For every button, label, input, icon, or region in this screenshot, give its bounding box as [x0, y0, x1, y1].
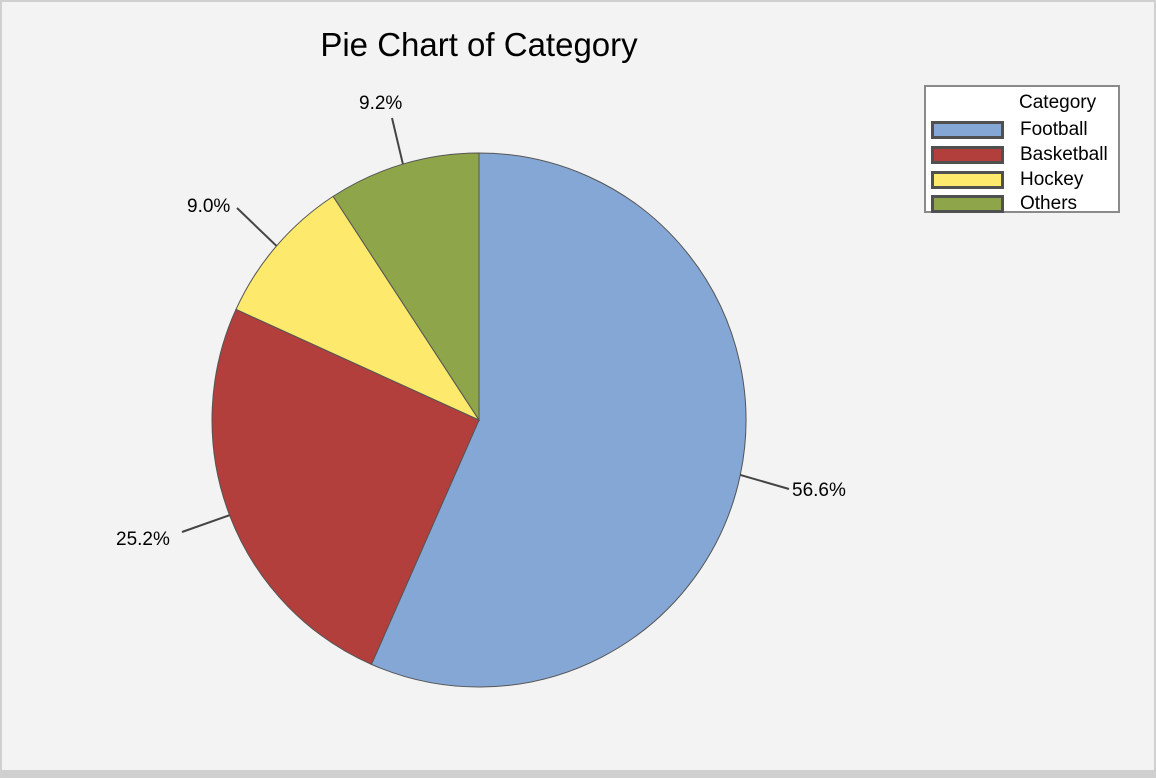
legend-label: Basketball — [1020, 144, 1108, 165]
chart-title: Pie Chart of Category — [320, 26, 638, 63]
legend-swatch — [931, 121, 1004, 139]
legend-item-football: Football — [931, 119, 1117, 140]
legend-label: Others — [1020, 193, 1078, 214]
legend-swatch — [931, 195, 1004, 213]
pie-slice-others — [332, 152, 480, 422]
legend-item-hockey: Hockey — [931, 169, 1117, 190]
leader-line — [740, 474, 790, 490]
slice-label-others: 9.2% — [359, 93, 403, 114]
legend-label: Hockey — [1020, 169, 1084, 190]
leader-line — [181, 514, 230, 533]
legend-title: Category — [1019, 92, 1097, 113]
leader-line — [391, 117, 404, 165]
slice-label-basketball: 25.2% — [116, 529, 170, 550]
leader-line — [236, 207, 278, 247]
legend-item-basketball: Basketball — [931, 144, 1117, 165]
pie-slice-hockey — [235, 195, 481, 422]
legend-swatch — [931, 171, 1004, 189]
legend-item-others: Others — [931, 193, 1117, 214]
legend-label: Football — [1020, 119, 1088, 140]
pie-slice-basketball — [211, 308, 480, 666]
legend: Category Football Basketball Hockey Othe… — [924, 85, 1120, 214]
slice-label-hockey: 9.0% — [187, 196, 231, 217]
legend-swatch — [931, 146, 1004, 164]
slice-label-football: 56.6% — [792, 480, 846, 501]
